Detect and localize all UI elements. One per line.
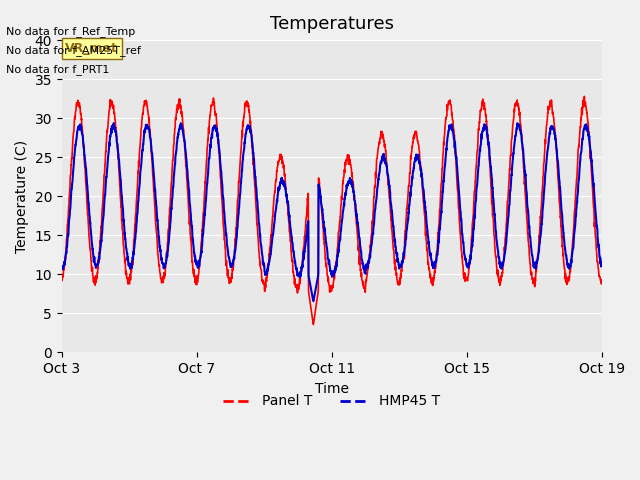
Title: Temperatures: Temperatures xyxy=(270,15,394,33)
Legend: Panel T, HMP45 T: Panel T, HMP45 T xyxy=(218,389,446,414)
Text: No data for f_AM25T_ref: No data for f_AM25T_ref xyxy=(6,45,141,56)
Text: VR_met: VR_met xyxy=(65,42,118,55)
Text: No data for f_Ref_Temp: No data for f_Ref_Temp xyxy=(6,25,136,36)
X-axis label: Time: Time xyxy=(315,382,349,396)
Text: No data for f_PRT1: No data for f_PRT1 xyxy=(6,64,110,75)
Y-axis label: Temperature (C): Temperature (C) xyxy=(15,140,29,253)
